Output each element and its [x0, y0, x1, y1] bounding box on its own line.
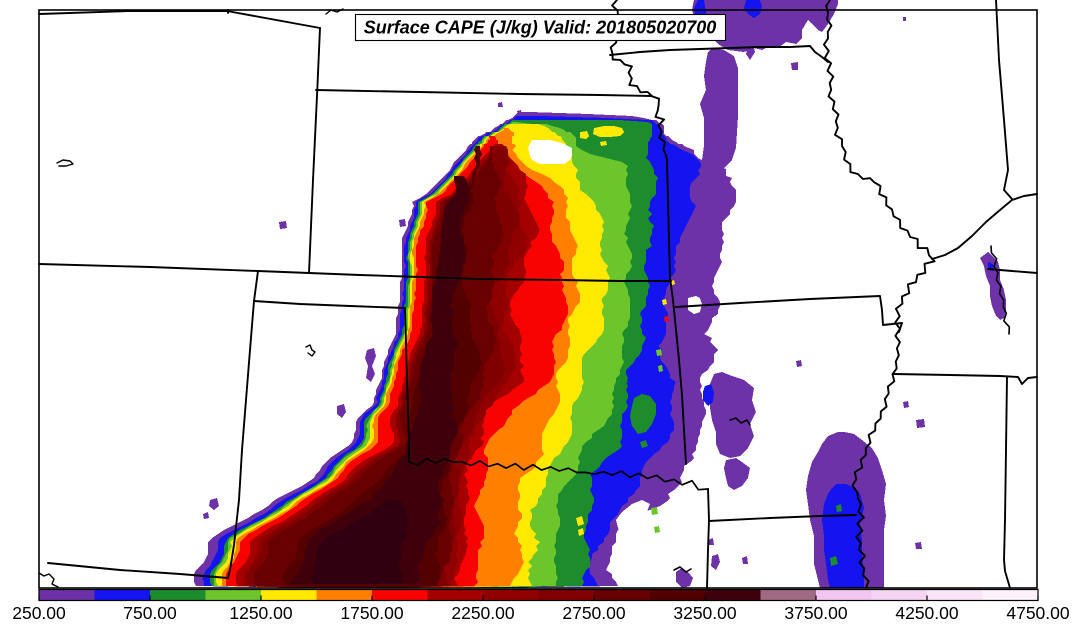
svg-text:750.00: 750.00 — [123, 603, 177, 623]
svg-text:Surface CAPE (J/kg) Valid: 201: Surface CAPE (J/kg) Valid: 201805020700 — [364, 18, 717, 38]
svg-text:2750.00: 2750.00 — [562, 603, 626, 623]
svg-text:3250.00: 3250.00 — [673, 603, 737, 623]
svg-text:250.00: 250.00 — [12, 603, 66, 623]
svg-text:1750.00: 1750.00 — [340, 603, 404, 623]
svg-text:4750.00: 4750.00 — [1006, 603, 1070, 623]
svg-text:3750.00: 3750.00 — [784, 603, 848, 623]
svg-text:1250.00: 1250.00 — [229, 603, 293, 623]
svg-text:4250.00: 4250.00 — [895, 603, 959, 623]
svg-text:2250.00: 2250.00 — [451, 603, 515, 623]
